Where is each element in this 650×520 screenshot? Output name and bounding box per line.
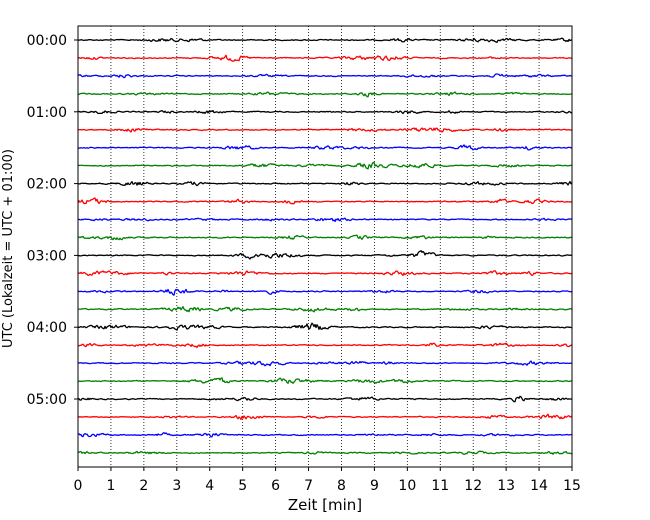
y-tick-label: 03:00 <box>27 248 67 264</box>
trace-row <box>77 91 573 98</box>
trace-row <box>77 360 573 367</box>
trace-row <box>77 377 573 384</box>
x-tick-label: 5 <box>238 478 247 494</box>
x-tick-label: 0 <box>74 478 83 494</box>
x-tick-label: 9 <box>370 478 379 494</box>
y-tick-label: 01:00 <box>27 105 67 121</box>
trace-row <box>77 37 573 43</box>
traces <box>77 37 573 455</box>
trace-row <box>77 413 573 421</box>
trace-row <box>77 234 573 241</box>
y-axis-label: UTC (Lokalzeit = UTC + 01:00) <box>1 149 16 348</box>
y-tick-label: 02:00 <box>27 177 67 193</box>
x-tick-label: 2 <box>139 478 148 494</box>
x-tick-label: 12 <box>464 478 482 494</box>
vertical-grid <box>110 26 540 467</box>
x-tick-label: 14 <box>530 478 548 494</box>
x-axis-ticks: 0 1 2 3 4 5 6 7 8 9 10 11 12 13 14 15 <box>74 467 581 494</box>
x-tick-label: 13 <box>497 478 515 494</box>
y-tick-label: 00:00 <box>27 33 67 49</box>
x-tick-label: 10 <box>398 478 416 494</box>
x-tick-label: 6 <box>271 478 280 494</box>
trace-row <box>77 109 573 115</box>
trace-row <box>77 342 573 349</box>
trace-row <box>77 306 573 313</box>
x-tick-label: 11 <box>431 478 449 494</box>
trace-row <box>77 127 573 133</box>
y-tick-label: 05:00 <box>27 392 67 408</box>
trace-row <box>77 395 573 403</box>
trace-row <box>77 54 573 62</box>
trace-row <box>77 288 572 296</box>
trace-row <box>77 250 573 260</box>
plot-frame <box>77 25 573 468</box>
trace-row <box>77 73 573 79</box>
x-tick-label: 15 <box>563 478 581 494</box>
trace-row <box>77 180 573 187</box>
trace-row <box>77 450 573 455</box>
y-axis-ticks: 00:00 01:00 02:00 03:00 04:00 05:00 <box>27 33 78 408</box>
trace-row <box>77 270 573 277</box>
x-tick-label: 1 <box>106 478 115 494</box>
x-tick-label: 7 <box>304 478 313 494</box>
x-axis-label: Zeit [min] <box>288 496 362 514</box>
trace-row <box>77 197 573 205</box>
x-tick-label: 4 <box>205 478 214 494</box>
trace-row <box>77 322 573 331</box>
trace-row <box>77 432 573 438</box>
trace-row <box>77 144 573 151</box>
trace-row <box>77 217 573 223</box>
x-tick-label: 3 <box>172 478 181 494</box>
x-tick-label: 8 <box>337 478 346 494</box>
y-tick-label: 04:00 <box>27 320 67 336</box>
trace-row <box>77 161 573 170</box>
